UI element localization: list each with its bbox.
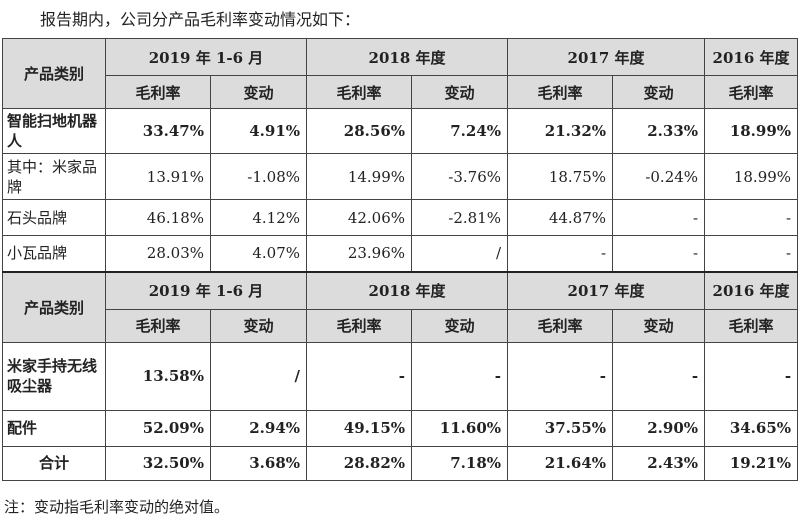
cell-value: 21.32% xyxy=(507,108,614,154)
header-change: 变动 xyxy=(411,75,509,109)
row-category-total: 合计 xyxy=(2,445,106,481)
cell-value: 2.94% xyxy=(209,409,308,447)
table-row: 配件 52.09% 2.94% 49.15% 11.60% 37.55% 2.9… xyxy=(2,409,799,447)
cell-value: 4.07% xyxy=(209,235,308,272)
cell-value: 28.03% xyxy=(105,235,211,272)
cell-value: 44.87% xyxy=(507,199,614,236)
cell-value: 18.99% xyxy=(704,108,799,154)
table-row: 合计 32.50% 3.68% 28.82% 7.18% 21.64% 2.43… xyxy=(2,445,799,481)
cell-value: 33.47% xyxy=(105,108,211,154)
cell-value: - xyxy=(704,199,799,236)
cell-value: 2.90% xyxy=(612,409,706,447)
cell-value: 18.75% xyxy=(507,153,614,200)
table-row: 智能扫地机器人 33.47% 4.91% 28.56% 7.24% 21.32%… xyxy=(2,108,799,154)
cell-value: -1.08% xyxy=(209,153,308,200)
cell-value: - xyxy=(507,341,614,411)
header-period-2018: 2018 年度 xyxy=(306,270,509,310)
cell-value: - xyxy=(507,235,614,272)
cell-value: 34.65% xyxy=(704,409,799,447)
header-margin: 毛利率 xyxy=(105,308,211,343)
footnote: 注：变动指毛利率变动的绝对值。 xyxy=(4,498,230,516)
cell-value: - xyxy=(306,341,413,411)
cell-value: - xyxy=(704,341,799,411)
cell-value: 4.91% xyxy=(209,108,308,154)
table-row: 米家手持无线吸尘器 13.58% / - - - - - xyxy=(2,341,799,411)
header-category: 产品类别 xyxy=(2,270,106,343)
cell-value: 3.68% xyxy=(209,445,308,481)
header-change: 变动 xyxy=(612,308,706,343)
table-row: 小瓦品牌 28.03% 4.07% 23.96% / - - - xyxy=(2,235,799,272)
header-change: 变动 xyxy=(209,308,308,343)
header-change: 变动 xyxy=(209,75,308,109)
header-period-2016: 2016 年度 xyxy=(704,270,799,310)
intro-text: 报告期内，公司分产品毛利率变动情况如下： xyxy=(40,10,361,29)
header-period-2018: 2018 年度 xyxy=(306,38,509,76)
header-margin: 毛利率 xyxy=(704,308,799,343)
cell-value: -0.24% xyxy=(612,153,706,200)
cell-value: 23.96% xyxy=(306,235,413,272)
header-margin: 毛利率 xyxy=(507,75,614,109)
cell-value: 32.50% xyxy=(105,445,211,481)
row-category: 石头品牌 xyxy=(2,199,106,236)
header-margin: 毛利率 xyxy=(306,308,413,343)
row-category: 其中：米家品牌 xyxy=(2,153,106,200)
row-category: 小瓦品牌 xyxy=(2,235,106,272)
cell-value: 2.33% xyxy=(612,108,706,154)
cell-value: 14.99% xyxy=(306,153,413,200)
header-change: 变动 xyxy=(612,75,706,109)
cell-value: 2.43% xyxy=(612,445,706,481)
cell-value: 21.64% xyxy=(507,445,614,481)
header-row-metrics: 毛利率 变动 毛利率 变动 毛利率 变动 毛利率 xyxy=(3,75,799,109)
cell-value: 7.18% xyxy=(411,445,509,481)
header-period-2019h1: 2019 年 1-6 月 xyxy=(104,270,308,310)
cell-value: -2.81% xyxy=(411,199,509,236)
header-row-periods: 产品类别 2019 年 1-6 月 2018 年度 2017 年度 2016 年… xyxy=(2,270,799,343)
header-change: 变动 xyxy=(411,308,509,343)
cell-value: 49.15% xyxy=(306,409,413,447)
row-category: 米家手持无线吸尘器 xyxy=(2,341,106,411)
cell-value: 46.18% xyxy=(105,199,211,236)
cell-value: 52.09% xyxy=(105,409,211,447)
cell-value: 28.56% xyxy=(306,108,413,154)
cell-value: / xyxy=(411,235,509,272)
row-category: 智能扫地机器人 xyxy=(2,108,106,154)
header-period-2017: 2017 年度 xyxy=(507,38,706,76)
cell-value: 7.24% xyxy=(411,108,509,154)
cell-value: 19.21% xyxy=(704,445,799,481)
cell-value: 4.12% xyxy=(209,199,308,236)
header-margin: 毛利率 xyxy=(306,75,413,109)
gross-margin-table: 产品类别 2019 年 1-6 月 2018 年度 2017 年度 2016 年… xyxy=(2,38,799,481)
header-margin: 毛利率 xyxy=(507,308,614,343)
row-category: 配件 xyxy=(2,409,106,447)
table-row: 石头品牌 46.18% 4.12% 42.06% -2.81% 44.87% -… xyxy=(2,199,799,236)
header-period-2019h1: 2019 年 1-6 月 xyxy=(104,38,308,76)
cell-value: 11.60% xyxy=(411,409,509,447)
cell-value: - xyxy=(612,341,706,411)
cell-value: -3.76% xyxy=(411,153,509,200)
cell-value: 18.99% xyxy=(704,153,799,200)
cell-value: - xyxy=(612,235,706,272)
header-category: 产品类别 xyxy=(2,38,106,109)
cell-value: 37.55% xyxy=(507,409,614,447)
header-row-metrics: 毛利率 变动 毛利率 变动 毛利率 变动 毛利率 xyxy=(3,308,799,343)
cell-value: 28.82% xyxy=(306,445,413,481)
cell-value: 42.06% xyxy=(306,199,413,236)
cell-value: 13.91% xyxy=(105,153,211,200)
header-row-periods: 产品类别 2019 年 1-6 月 2018 年度 2017 年度 2016 年… xyxy=(2,38,799,109)
header-margin: 毛利率 xyxy=(704,75,799,109)
header-period-2017: 2017 年度 xyxy=(507,270,706,310)
cell-value: - xyxy=(704,235,799,272)
cell-value: 13.58% xyxy=(105,341,211,411)
header-margin: 毛利率 xyxy=(105,75,211,109)
header-period-2016: 2016 年度 xyxy=(704,38,799,76)
cell-value: / xyxy=(209,341,308,411)
table-row: 其中：米家品牌 13.91% -1.08% 14.99% -3.76% 18.7… xyxy=(2,153,799,200)
cell-value: - xyxy=(411,341,509,411)
cell-value: - xyxy=(612,199,706,236)
